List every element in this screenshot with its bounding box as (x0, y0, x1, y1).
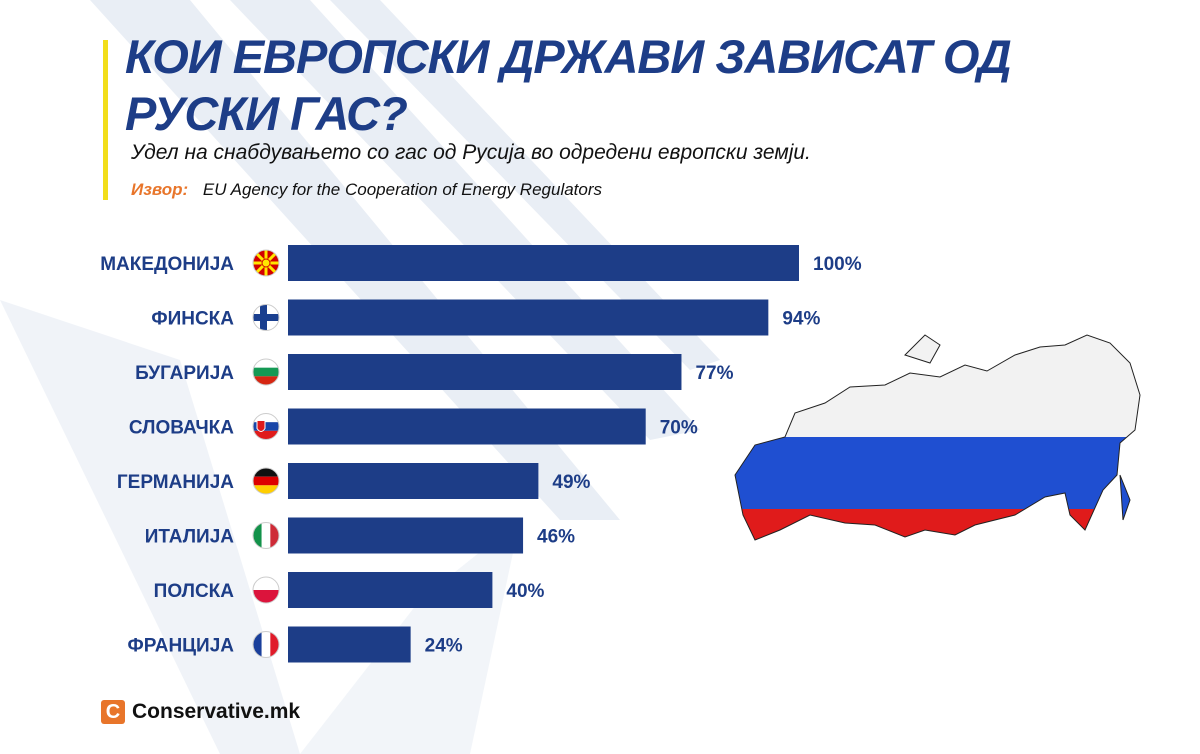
brand-name: Conservative.mk (132, 700, 301, 723)
source-line: Извор: EU Agency for the Cooperation of … (131, 180, 602, 200)
source-text: EU Agency for the Cooperation of Energy … (202, 180, 603, 199)
value-label: 70% (660, 418, 698, 439)
brand-logo-icon: C (101, 700, 125, 724)
bar-4 (288, 408, 646, 445)
category-label: ПОЛСКА (154, 581, 235, 602)
brand-footer: C Conservative.mk (101, 700, 300, 724)
france-flag-icon (252, 631, 280, 658)
value-label: 46% (537, 527, 575, 548)
page-subtitle: Удел на снабдувањето со гас од Русија во… (131, 141, 811, 164)
category-label: МАКЕДОНИЈА (100, 254, 234, 275)
bulgaria-flag-icon (252, 358, 280, 386)
bar-2 (288, 299, 769, 336)
category-label: СЛОВАЧКА (129, 418, 234, 439)
bar-1 (288, 245, 799, 281)
category-label: ФИНСКА (151, 309, 234, 330)
bar-8 (288, 626, 411, 663)
bar-6 (288, 517, 524, 554)
source-label: Извор: (131, 180, 189, 199)
poland-flag-icon (252, 576, 280, 604)
page-title: КОИ ЕВРОПСКИ ДРЖАВИ ЗАВИСАТ ОД РУСКИ ГАС… (125, 30, 1012, 140)
value-label: 77% (695, 363, 733, 384)
bar-5 (288, 463, 539, 499)
germany-flag-icon (252, 467, 280, 495)
category-label: ГЕРМАНИЈА (117, 472, 234, 493)
north-macedonia-flag-icon (252, 249, 280, 277)
italy-flag-icon (252, 522, 280, 549)
value-label: 100% (813, 254, 862, 275)
value-label: 49% (552, 472, 590, 493)
value-label: 24% (425, 636, 463, 657)
value-label: 94% (782, 309, 820, 330)
category-label: БУГАРИЈА (135, 363, 234, 384)
title-accent-bar (103, 40, 108, 200)
finland-flag-icon (252, 304, 280, 331)
value-label: 40% (506, 581, 544, 602)
slovakia-flag-icon (252, 413, 280, 440)
category-label: ФРАНЦИЈА (128, 636, 235, 657)
russia-map-icon (734, 334, 1141, 541)
category-label: ИТАЛИЈА (145, 527, 235, 548)
bar-3 (288, 354, 682, 390)
bar-7 (288, 572, 493, 608)
